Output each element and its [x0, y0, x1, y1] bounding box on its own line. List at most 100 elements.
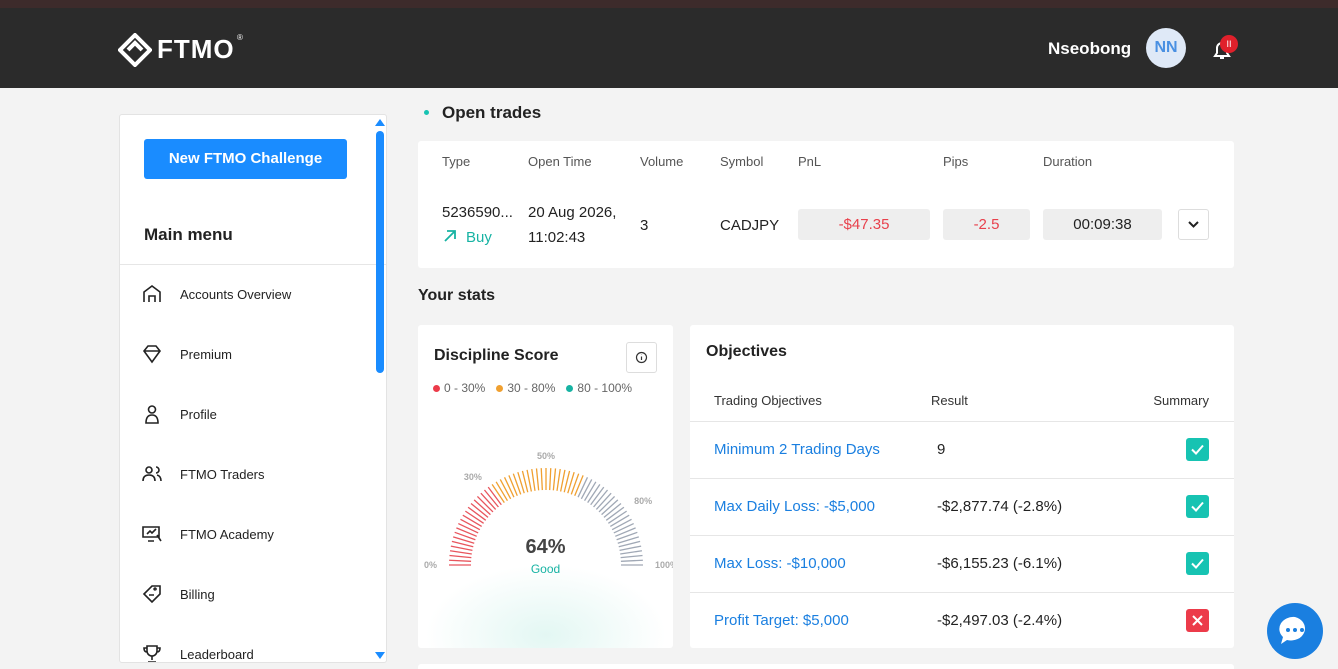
scroll-up[interactable]: [375, 118, 385, 126]
gauge-label: 0%: [424, 560, 437, 570]
gauge-tick: [452, 536, 475, 544]
gauge-tick: [617, 536, 640, 544]
gauge-tick: [584, 481, 597, 502]
gauge-tick: [601, 499, 619, 516]
menu-item[interactable]: FTMO Traders: [140, 462, 265, 486]
logo-icon: [118, 33, 152, 67]
objective-result: -$6,155.23 (-6.1%): [937, 555, 1063, 572]
user-name[interactable]: Nseobong: [1048, 39, 1132, 58]
gauge-tick: [503, 477, 515, 498]
gauge-tick: [526, 469, 533, 492]
header: FTMO ® Nseobong NN II: [0, 8, 1338, 88]
column-header: Duration: [1043, 154, 1093, 169]
gauge-tick: [607, 510, 628, 524]
menu-item[interactable]: FTMO Academy: [140, 522, 274, 546]
discipline-card: Discipline Score 0 - 30% 30 - 80% 80 - 100…: [418, 325, 673, 648]
gauge-label: 100%: [655, 560, 673, 570]
ticket[interactable]: 5236590...: [442, 204, 513, 221]
objectives-title: Objectives: [706, 343, 787, 360]
gauge-tick: [449, 559, 472, 562]
buy-arrow: [444, 230, 456, 242]
scrollbar[interactable]: [376, 131, 384, 373]
gauge-tick: [470, 502, 489, 518]
gauge-tick: [499, 479, 512, 500]
menu-icon: [145, 405, 159, 424]
menu-icon: [143, 285, 161, 302]
gauge-tick: [598, 495, 616, 513]
symbol: CADJPY: [720, 217, 780, 234]
rating: Good: [530, 562, 561, 576]
gauge-tick: [567, 471, 575, 494]
gauge-tick: [467, 506, 487, 521]
row-divider: [690, 535, 1234, 536]
stats-title: Your stats: [418, 287, 496, 304]
expand-button[interactable]: [1178, 209, 1209, 240]
legend-item: 80 - 100%: [566, 381, 632, 395]
gauge-tick: [620, 559, 643, 562]
row-divider: [690, 478, 1234, 479]
gauge-tick: [460, 518, 481, 531]
info-button[interactable]: [626, 342, 657, 373]
logo[interactable]: FTMO: [157, 34, 235, 64]
gauge-tick: [556, 468, 561, 491]
gauge-tick: [512, 473, 522, 495]
gauge-tick: [605, 506, 625, 521]
legend-label: 30 - 80%: [507, 381, 556, 395]
menu-icon: [142, 466, 162, 482]
gauge-tick: [552, 468, 557, 491]
gauge-tick: [487, 486, 502, 506]
legend: 0 - 30% 30 - 80% 80 - 100%: [433, 381, 632, 395]
menu-label: Accounts Overview: [180, 286, 292, 302]
discipline-title: Discipline Score: [434, 347, 559, 364]
menu-item[interactable]: Profile: [140, 402, 217, 426]
fail-icon: [1186, 609, 1209, 632]
avatar[interactable]: NN: [1146, 28, 1186, 68]
menu-label: FTMO Traders: [180, 466, 265, 482]
notification-badge: II: [1220, 35, 1238, 53]
check-icon: [1186, 495, 1209, 518]
gauge-tick: [613, 522, 634, 534]
column-header: Result: [931, 393, 968, 408]
menu-label: Premium: [180, 346, 233, 362]
section-dot: [424, 110, 429, 115]
menu-item[interactable]: Leaderboard: [140, 642, 254, 662]
gauge-tick: [587, 483, 601, 504]
gauge-tick: [480, 492, 497, 510]
column-header: Summary: [1153, 393, 1209, 408]
gauge-tick: [517, 471, 525, 494]
open-date: 20 Aug 2026,: [528, 204, 617, 221]
menu-title: Main menu: [144, 225, 233, 244]
objective-link[interactable]: Max Daily Loss: -$5,000: [714, 498, 875, 515]
gauge-tick: [559, 469, 566, 492]
new-challenge-button[interactable]: New FTMO Challenge: [144, 139, 347, 179]
legend-dot: [433, 384, 440, 392]
gauge-tick: [521, 470, 529, 493]
menu-item[interactable]: Billing: [140, 582, 215, 606]
menu-item[interactable]: Accounts Overview: [140, 282, 291, 306]
column-header: Volume: [640, 154, 684, 169]
column-header: Pips: [943, 154, 969, 169]
gauge-tick: [450, 545, 473, 552]
gauge-tick: [456, 527, 477, 537]
column-header: Symbol: [720, 154, 764, 169]
gauge-tick: [476, 495, 494, 513]
objective-link[interactable]: Minimum 2 Trading Days: [714, 441, 880, 458]
open-time: 11:02:43: [528, 229, 586, 246]
row-divider: [690, 592, 1234, 593]
menu-item[interactable]: Premium: [140, 342, 232, 366]
logo-mark: ®: [237, 33, 243, 42]
gauge-label: 80%: [634, 496, 652, 506]
gauge-tick: [595, 492, 612, 510]
column-header: PnL: [798, 154, 822, 169]
gauge-tick: [451, 540, 474, 548]
gauge-tick: [563, 470, 571, 493]
browser-bar: [0, 0, 1338, 8]
gauge-tick: [615, 527, 636, 537]
objective-link[interactable]: Max Loss: -$10,000: [714, 555, 846, 572]
objective-link[interactable]: Profit Target: $5,000: [714, 612, 849, 629]
gauge-tick: [619, 545, 642, 552]
gauge-label: 30%: [464, 472, 482, 482]
chat-button[interactable]: [1267, 603, 1323, 659]
scroll-down[interactable]: [375, 652, 385, 660]
